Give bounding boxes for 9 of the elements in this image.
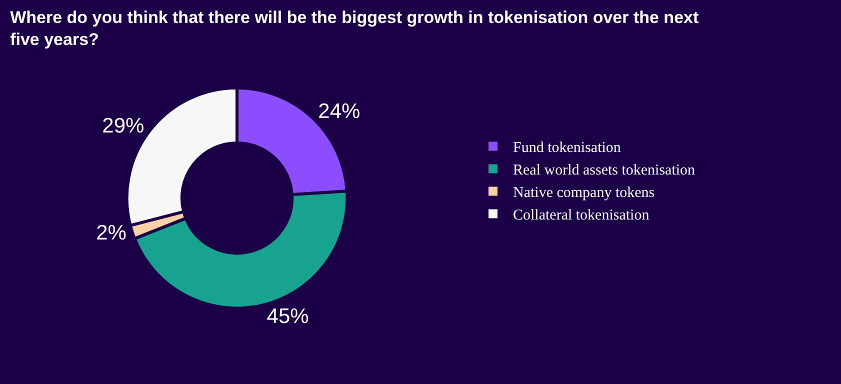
data-label: 29% bbox=[102, 114, 144, 138]
legend-label: Native company tokens bbox=[513, 185, 655, 202]
legend-label: Collateral tokenisation bbox=[513, 208, 650, 224]
chart-title: Where do you think that there will be the biggest growth in tokenisation over the next five years? bbox=[10, 8, 699, 50]
legend-label: Real world assets tokenisation bbox=[513, 162, 696, 179]
data-label: 2% bbox=[96, 222, 126, 245]
data-label: 45% bbox=[266, 304, 309, 328]
legend-label: Fund tokenisation bbox=[513, 140, 622, 156]
data-label: 24% bbox=[318, 100, 360, 124]
